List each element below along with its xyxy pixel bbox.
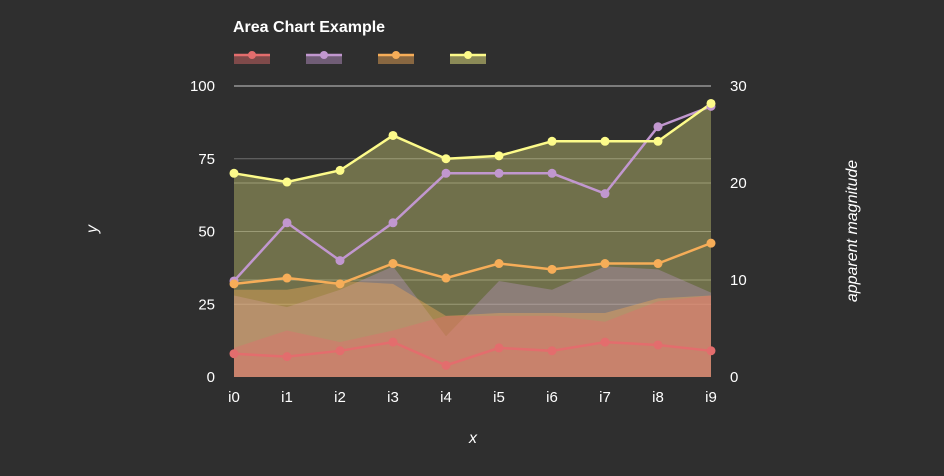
x-tick-label: i2	[334, 389, 346, 406]
data-point	[229, 279, 239, 289]
data-point	[388, 337, 398, 347]
data-point	[653, 259, 663, 269]
series-area	[234, 103, 711, 378]
data-point	[706, 238, 716, 248]
legend-marker	[320, 51, 328, 59]
data-point	[600, 136, 610, 146]
x-tick-label: i0	[228, 389, 240, 406]
y-axis-label: y	[84, 224, 101, 234]
x-axis-ticks: i0 i1 i2 i3 i4 i5 i6 i7 i8 i9	[228, 389, 717, 406]
data-point	[282, 177, 292, 187]
data-point	[706, 346, 716, 356]
x-tick-label: i4	[440, 389, 452, 406]
y2-axis-ticks: 0 10 20 30	[730, 78, 747, 386]
data-point	[547, 346, 557, 356]
series-areas	[234, 103, 711, 378]
data-point	[441, 273, 451, 283]
data-point	[229, 349, 239, 359]
y-tick-label: 50	[198, 224, 215, 241]
y-tick-label: 25	[198, 296, 215, 313]
legend-marker	[392, 51, 400, 59]
x-tick-label: i9	[705, 389, 717, 406]
data-point	[335, 346, 345, 356]
data-point	[494, 168, 504, 178]
data-point	[282, 218, 292, 228]
y2-tick-label: 30	[730, 78, 747, 95]
data-point	[441, 154, 451, 164]
data-point	[441, 168, 451, 178]
y2-tick-label: 20	[730, 175, 747, 192]
series-line	[233, 105, 712, 282]
legend-swatch	[450, 55, 486, 64]
x-tick-label: i5	[493, 389, 505, 406]
series-line	[233, 241, 712, 286]
legend-item[interactable]	[306, 51, 342, 64]
y-tick-label: 75	[198, 151, 215, 168]
y2-tick-label: 10	[730, 272, 747, 289]
legend-marker	[248, 51, 256, 59]
data-point	[388, 218, 398, 228]
legend-swatch	[306, 55, 342, 64]
data-point	[547, 168, 557, 178]
legend-marker	[464, 51, 472, 59]
legend-item[interactable]	[450, 51, 486, 64]
data-point	[547, 136, 557, 146]
data-point	[547, 264, 557, 274]
data-point	[653, 340, 663, 350]
data-point	[653, 136, 663, 146]
x-tick-label: i7	[599, 389, 611, 406]
x-tick-label: i6	[546, 389, 558, 406]
data-point	[282, 352, 292, 362]
data-point	[494, 343, 504, 353]
data-point	[653, 122, 663, 132]
grid-lines	[234, 85, 711, 305]
data-point	[388, 130, 398, 140]
data-point	[494, 151, 504, 161]
y-axis-ticks: 0 25 50 75 100	[190, 78, 215, 386]
series-points	[229, 98, 716, 370]
data-point	[600, 189, 610, 199]
legend-swatch	[378, 55, 414, 64]
data-point	[335, 279, 345, 289]
data-point	[229, 168, 239, 178]
legend-item[interactable]	[234, 51, 270, 64]
series-line	[233, 102, 712, 184]
series-lines	[233, 102, 712, 367]
data-point	[600, 259, 610, 269]
data-point	[335, 256, 345, 266]
y2-tick-label: 0	[730, 369, 738, 386]
y-tick-label: 100	[190, 78, 215, 95]
x-tick-label: i1	[281, 389, 293, 406]
data-point	[335, 165, 345, 175]
x-tick-label: i8	[652, 389, 664, 406]
x-tick-label: i3	[387, 389, 399, 406]
y2-axis-label: apparent magnitude	[844, 160, 861, 302]
data-point	[441, 360, 451, 370]
legend-swatch	[234, 55, 270, 64]
data-point	[282, 273, 292, 283]
legend[interactable]	[234, 51, 486, 64]
series-area	[234, 295, 711, 377]
data-point	[600, 337, 610, 347]
data-point	[706, 98, 716, 108]
x-axis-label: x	[468, 430, 478, 447]
series-line	[233, 340, 712, 367]
data-point	[388, 259, 398, 269]
series-area	[234, 280, 711, 377]
y-tick-label: 0	[207, 369, 215, 386]
chart-title: Area Chart Example	[233, 19, 385, 36]
legend-item[interactable]	[378, 51, 414, 64]
data-point	[494, 259, 504, 269]
